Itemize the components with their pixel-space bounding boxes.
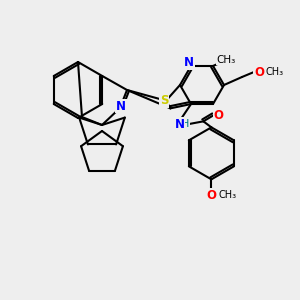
Text: CH₃: CH₃ [218, 190, 236, 200]
Text: O: O [206, 189, 216, 202]
Text: CH₃: CH₃ [216, 55, 236, 65]
Text: H: H [181, 119, 190, 129]
Text: O: O [213, 109, 224, 122]
Text: N: N [116, 100, 126, 112]
Text: N: N [184, 56, 194, 69]
Text: S: S [160, 94, 168, 107]
Text: N: N [174, 118, 184, 131]
Text: O: O [254, 65, 264, 79]
Text: CH₃: CH₃ [266, 67, 284, 77]
